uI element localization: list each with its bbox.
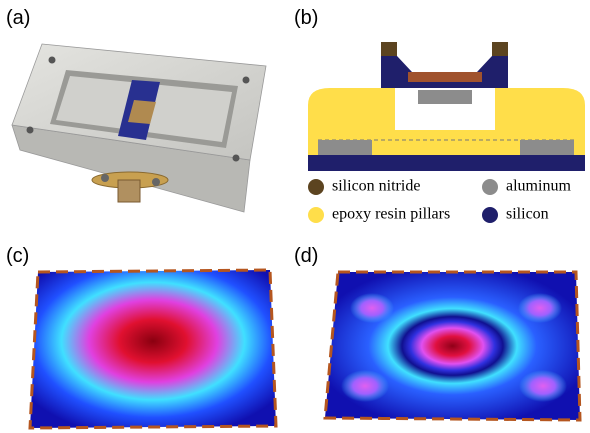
- panel-label: (c): [6, 245, 29, 267]
- legend-swatch: [482, 207, 498, 223]
- legend-label: epoxy resin pillars: [332, 206, 450, 223]
- panel-label: (d): [294, 245, 318, 267]
- figure: (a) (b) (c) (d) silicon nitridealumin: [0, 0, 590, 433]
- legend: silicon nitride aluminum epoxy resin pilla…: [308, 178, 571, 223]
- mode-shape: [30, 270, 276, 428]
- panel-label: (a): [6, 7, 30, 29]
- legend-swatch: [482, 179, 498, 195]
- housing-render: [12, 44, 266, 212]
- legend-swatch: [308, 207, 324, 223]
- legend-label: silicon nitride: [332, 178, 420, 195]
- panel-label: (b): [294, 7, 318, 29]
- cross-section: [308, 42, 585, 171]
- legend-swatch: [308, 179, 324, 195]
- legend-label: silicon: [506, 206, 549, 223]
- legend-label: aluminum: [506, 178, 571, 195]
- mode-shape: [325, 272, 580, 420]
